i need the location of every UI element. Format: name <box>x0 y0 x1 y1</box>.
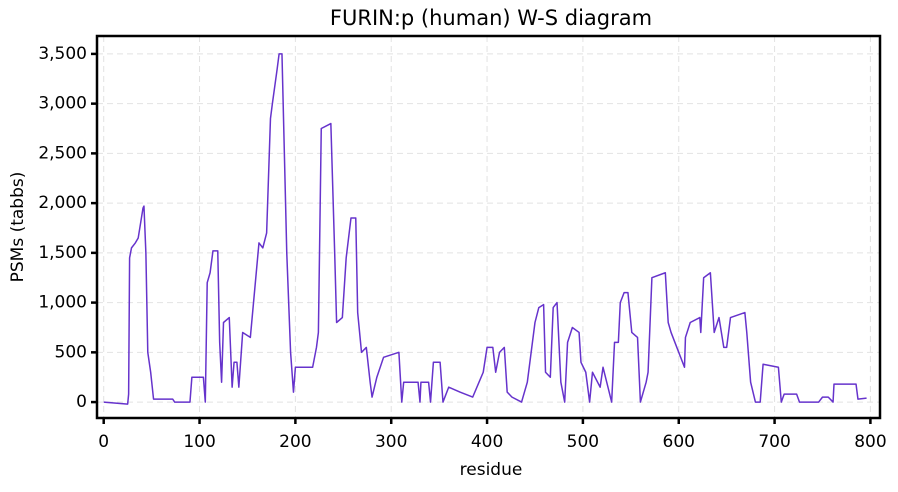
x-tick-label: 300 <box>375 432 407 452</box>
x-tick-label: 100 <box>183 432 215 452</box>
y-tick-label: 3,000 <box>38 94 87 114</box>
y-tick-label: 2,500 <box>38 143 87 163</box>
x-tick-label: 200 <box>279 432 311 452</box>
y-tick-label: 3,500 <box>38 44 87 64</box>
y-tick-label: 0 <box>76 392 87 412</box>
data-line <box>103 53 867 405</box>
x-tick-label: 800 <box>854 432 886 452</box>
x-tick-label: 0 <box>98 432 109 452</box>
y-tick-label: 2,000 <box>38 193 87 213</box>
y-tick-label: 1,000 <box>38 293 87 313</box>
y-tick-label: 500 <box>55 342 87 362</box>
x-tick-label: 600 <box>663 432 695 452</box>
x-tick-label: 400 <box>471 432 503 452</box>
y-axis-label: PSMs (tabbs) <box>8 172 28 283</box>
chart-title: FURIN:p (human) W-S diagram <box>330 6 652 30</box>
x-tick-label: 500 <box>567 432 599 452</box>
y-tick-label: 1,500 <box>38 243 87 263</box>
x-axis-label: residue <box>460 460 523 480</box>
plot-frame <box>95 34 882 420</box>
x-tick-label: 700 <box>758 432 790 452</box>
